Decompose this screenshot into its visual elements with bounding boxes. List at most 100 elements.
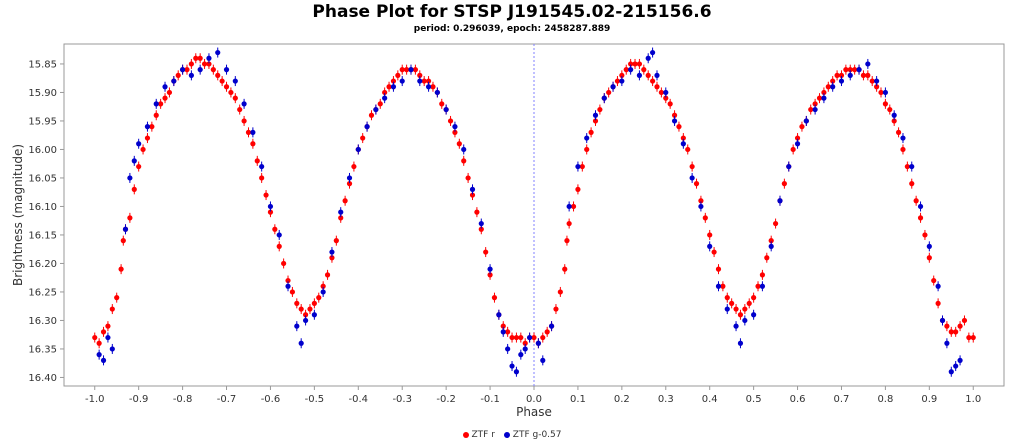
data-point xyxy=(834,72,840,78)
data-point xyxy=(917,203,924,210)
legend-label-ztf-r: ZTF r xyxy=(471,430,495,440)
data-point xyxy=(509,363,515,369)
data-point xyxy=(641,67,647,73)
data-point xyxy=(267,203,274,210)
data-point xyxy=(729,300,735,306)
data-series xyxy=(92,47,976,377)
data-point xyxy=(487,266,493,272)
data-point xyxy=(575,163,581,170)
data-point xyxy=(193,55,199,61)
data-point xyxy=(320,283,326,289)
data-point xyxy=(232,95,238,101)
data-point xyxy=(434,89,440,96)
data-point xyxy=(917,215,924,221)
data-point xyxy=(838,78,845,84)
data-point xyxy=(566,220,572,227)
data-point xyxy=(698,198,704,204)
data-point xyxy=(588,129,594,135)
data-point xyxy=(109,346,115,352)
data-point xyxy=(338,215,344,221)
data-point xyxy=(223,67,230,73)
data-point xyxy=(465,175,471,181)
data-point xyxy=(241,118,247,124)
data-point xyxy=(610,84,616,90)
data-point xyxy=(544,329,550,335)
data-point xyxy=(874,78,880,84)
data-point xyxy=(830,84,836,90)
data-point xyxy=(939,317,946,324)
data-point xyxy=(425,84,432,90)
data-point xyxy=(715,283,722,289)
data-point xyxy=(821,95,827,101)
data-point xyxy=(663,89,669,96)
data-point xyxy=(733,323,739,329)
y-axis-label: Brightness (magnitude) xyxy=(11,144,25,286)
data-point xyxy=(931,277,937,284)
data-point xyxy=(614,78,621,84)
x-axis-label: Phase xyxy=(516,405,552,419)
data-point xyxy=(926,243,932,249)
y-tick-label: 15.90 xyxy=(28,88,57,99)
data-point xyxy=(474,209,480,215)
x-tick-label: -0.9 xyxy=(129,394,149,405)
data-point xyxy=(210,67,216,73)
y-tick-label: 16.10 xyxy=(28,202,57,213)
data-point xyxy=(856,67,862,73)
data-point xyxy=(786,163,792,170)
data-point xyxy=(900,135,906,141)
data-point xyxy=(311,300,317,306)
data-point xyxy=(395,72,401,78)
data-point xyxy=(105,323,111,329)
data-point xyxy=(452,124,458,130)
data-point xyxy=(742,306,748,312)
data-point xyxy=(245,129,252,135)
data-point xyxy=(540,357,546,363)
data-point xyxy=(307,306,313,312)
y-tick-label: 16.15 xyxy=(28,230,57,241)
data-point xyxy=(566,203,572,210)
data-point xyxy=(223,84,230,90)
data-point xyxy=(364,124,370,130)
data-point xyxy=(852,67,858,73)
data-point xyxy=(333,238,339,244)
data-point xyxy=(377,101,383,107)
data-point xyxy=(491,295,498,301)
x-tick-label: -1.0 xyxy=(85,394,105,405)
data-point xyxy=(500,323,506,329)
data-point xyxy=(944,340,950,346)
x-tick-label: -0.2 xyxy=(436,394,456,405)
data-point xyxy=(720,283,726,289)
data-point xyxy=(447,118,454,124)
y-tick-label: 16.05 xyxy=(28,173,57,184)
data-point xyxy=(948,329,954,335)
data-point xyxy=(812,106,818,113)
data-point xyxy=(751,312,757,318)
data-point xyxy=(970,334,976,341)
data-point xyxy=(175,72,181,78)
data-point xyxy=(702,215,708,221)
data-point xyxy=(294,300,300,306)
data-point xyxy=(162,95,168,101)
data-point xyxy=(553,306,559,312)
data-point xyxy=(219,78,225,84)
data-point xyxy=(966,334,972,341)
data-point xyxy=(412,67,419,73)
chart-legend: ZTF r ZTF g-0.57 xyxy=(0,430,1024,440)
data-point xyxy=(847,72,853,78)
x-tick-label: -0.3 xyxy=(392,394,412,405)
data-point xyxy=(575,186,581,192)
data-point xyxy=(302,317,309,324)
data-point xyxy=(909,163,915,170)
data-point xyxy=(790,146,796,153)
data-point xyxy=(241,101,247,107)
data-point xyxy=(667,101,673,107)
data-point xyxy=(913,198,919,204)
data-point xyxy=(564,238,570,244)
data-point xyxy=(201,61,208,67)
data-point xyxy=(909,181,915,187)
data-point xyxy=(891,112,897,118)
data-point xyxy=(461,158,467,164)
data-point xyxy=(250,141,256,147)
x-tick-label: 0.2 xyxy=(614,394,630,405)
data-point xyxy=(518,334,524,341)
